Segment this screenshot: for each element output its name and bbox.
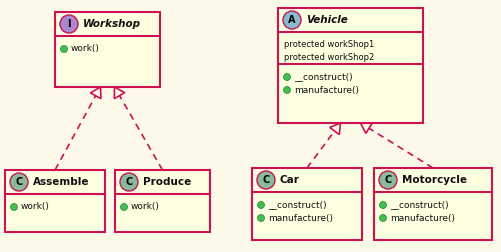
Bar xyxy=(115,170,210,232)
Ellipse shape xyxy=(284,74,291,80)
Text: manufacture(): manufacture() xyxy=(294,85,359,94)
Text: work(): work() xyxy=(21,203,50,211)
Bar xyxy=(55,12,160,87)
Text: C: C xyxy=(384,175,392,185)
Ellipse shape xyxy=(258,202,265,208)
Text: work(): work() xyxy=(131,203,160,211)
Text: C: C xyxy=(263,175,270,185)
Bar xyxy=(5,170,105,232)
Text: __construct(): __construct() xyxy=(390,201,448,209)
Ellipse shape xyxy=(379,171,397,189)
Text: Car: Car xyxy=(280,175,300,185)
Text: C: C xyxy=(16,177,23,187)
Text: C: C xyxy=(125,177,133,187)
Ellipse shape xyxy=(121,204,127,210)
Ellipse shape xyxy=(120,173,138,191)
Ellipse shape xyxy=(257,171,275,189)
Ellipse shape xyxy=(284,86,291,93)
Polygon shape xyxy=(91,87,101,99)
Text: I: I xyxy=(67,19,71,29)
Ellipse shape xyxy=(283,11,301,29)
Ellipse shape xyxy=(60,15,78,33)
Ellipse shape xyxy=(61,46,68,52)
Bar xyxy=(252,168,362,240)
Text: manufacture(): manufacture() xyxy=(268,213,333,223)
Bar xyxy=(374,168,492,240)
Text: Motorcycle: Motorcycle xyxy=(402,175,467,185)
Ellipse shape xyxy=(379,202,386,208)
Bar xyxy=(278,8,423,123)
Text: Workshop: Workshop xyxy=(83,19,141,29)
Ellipse shape xyxy=(11,204,18,210)
Text: Vehicle: Vehicle xyxy=(306,15,348,25)
Text: manufacture(): manufacture() xyxy=(390,213,455,223)
Text: Produce: Produce xyxy=(143,177,191,187)
Ellipse shape xyxy=(10,173,28,191)
Text: __construct(): __construct() xyxy=(268,201,327,209)
Text: protected workShop1: protected workShop1 xyxy=(284,40,374,49)
Ellipse shape xyxy=(379,214,386,222)
Text: __construct(): __construct() xyxy=(294,73,353,81)
Polygon shape xyxy=(114,87,125,99)
Polygon shape xyxy=(361,123,372,133)
Ellipse shape xyxy=(258,214,265,222)
Polygon shape xyxy=(330,123,341,135)
Text: work(): work() xyxy=(71,45,100,53)
Text: A: A xyxy=(288,15,296,25)
Text: Assemble: Assemble xyxy=(33,177,90,187)
Text: protected workShop2: protected workShop2 xyxy=(284,53,374,62)
